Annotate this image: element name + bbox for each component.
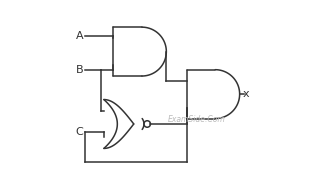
Text: A: A: [76, 31, 83, 41]
Text: x: x: [243, 89, 249, 99]
Text: C: C: [76, 127, 83, 137]
Text: ExamSide.Com: ExamSide.Com: [167, 115, 225, 124]
Text: B: B: [76, 65, 83, 75]
